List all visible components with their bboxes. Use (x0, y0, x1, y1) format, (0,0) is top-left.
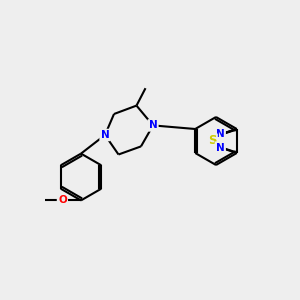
Text: N: N (216, 142, 225, 153)
Text: N: N (100, 130, 109, 140)
Text: O: O (58, 195, 67, 206)
Text: N: N (216, 129, 225, 140)
Text: N: N (148, 120, 158, 130)
Text: S: S (208, 134, 216, 148)
